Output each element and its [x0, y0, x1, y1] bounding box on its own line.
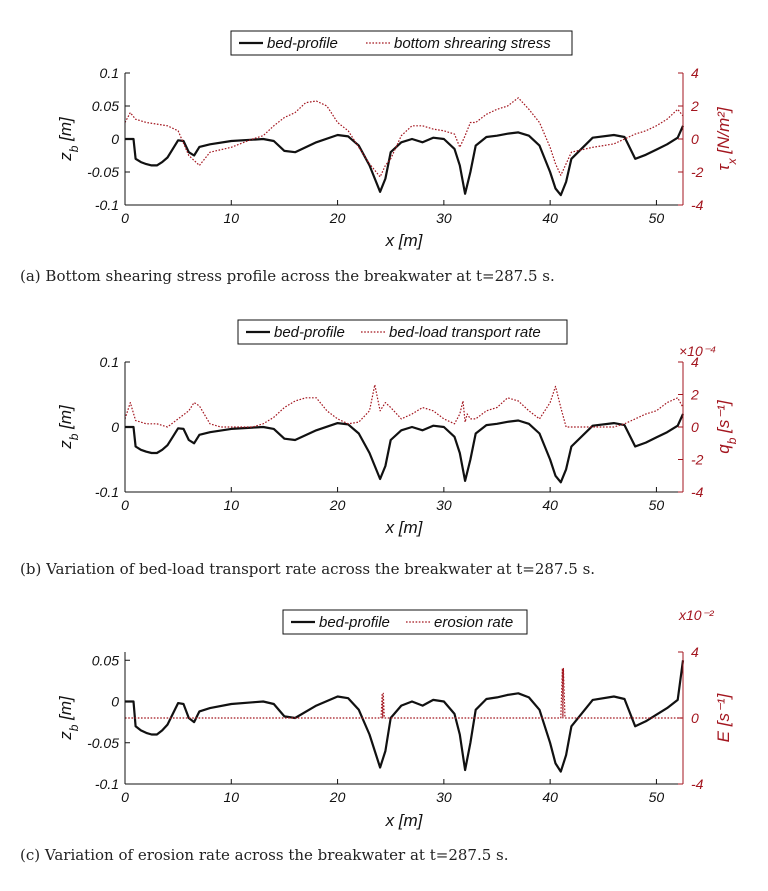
- x-axis-label: x [m]: [385, 518, 424, 537]
- y-left-tick-label: 0: [111, 131, 119, 147]
- x-tick-label: 10: [223, 497, 239, 513]
- y-left-tick-label: -0.05: [87, 735, 119, 751]
- x-tick-label: 30: [436, 789, 452, 805]
- y-left-tick-label: -0.1: [95, 484, 119, 500]
- y-left-tick-label: 0.1: [100, 354, 119, 370]
- x-tick-label: 30: [436, 497, 452, 513]
- y-right-tick-label: -2: [691, 164, 704, 180]
- x-axis-label: x [m]: [385, 811, 424, 830]
- x-tick-label: 30: [436, 210, 452, 226]
- y-right-tick-label: -4: [691, 776, 704, 792]
- y-left-tick-label: -0.1: [95, 197, 119, 213]
- bed-profile-line-2: [125, 413, 685, 484]
- legend-label-bed: bed-profile: [319, 614, 390, 631]
- x-tick-label: 40: [542, 210, 558, 226]
- legend-label-secondary: erosion rate: [434, 614, 513, 631]
- y-left-tick-label: 0: [111, 419, 119, 435]
- y-left-tick-label: -0.05: [87, 164, 119, 180]
- legend-label-bed: bed-profile: [267, 35, 338, 52]
- x-tick-label: 10: [223, 210, 239, 226]
- secondary-line-3: [125, 667, 683, 719]
- bed-profile-line-3: [125, 660, 685, 773]
- y-left-axis-label: zb [m]: [56, 116, 81, 162]
- y-right-tick-label: -4: [691, 197, 704, 213]
- y-left-tick-label: 0.1: [100, 65, 119, 81]
- legend-label-secondary: bottom shrearing stress: [394, 35, 551, 52]
- x-tick-label: 50: [649, 789, 665, 805]
- y-right-tick-label: 0: [691, 419, 699, 435]
- legend-label-bed: bed-profile: [274, 324, 345, 341]
- y-right-tick-label: -2: [691, 452, 704, 468]
- x-axis-label: x [m]: [385, 231, 424, 250]
- right-axis-exponent: x10⁻²: [678, 607, 715, 623]
- figure-caption: (b) Variation of bed-load transport rate…: [20, 560, 595, 578]
- y-right-tick-label: -4: [691, 484, 704, 500]
- legend-box: [282, 609, 528, 635]
- y-right-axis-label: τx [N/m²]: [714, 106, 739, 171]
- y-left-tick-label: -0.1: [95, 776, 119, 792]
- y-left-tick-label: 0.05: [92, 98, 119, 114]
- x-tick-label: 20: [329, 497, 346, 513]
- x-tick-label: 20: [329, 210, 346, 226]
- y-right-tick-label: 4: [691, 354, 699, 370]
- y-left-axis-label: zb [m]: [56, 404, 81, 450]
- x-tick-label: 0: [121, 497, 129, 513]
- legend: bed-profile bed-load transport rate: [237, 319, 568, 345]
- x-tick-label: 0: [121, 789, 129, 805]
- x-tick-label: 0: [121, 210, 129, 226]
- figure-caption: (c) Variation of erosion rate across the…: [20, 846, 509, 864]
- y-left-axis-label: zb [m]: [56, 695, 81, 741]
- x-tick-label: 10: [223, 789, 239, 805]
- legend: bed-profile bottom shrearing stress: [230, 30, 573, 56]
- figure-caption: (a) Bottom shearing stress profile acros…: [20, 267, 555, 285]
- x-tick-label: 20: [329, 789, 346, 805]
- x-tick-label: 40: [542, 789, 558, 805]
- y-right-tick-label: 0: [691, 131, 699, 147]
- legend: bed-profile erosion rate: [282, 609, 528, 635]
- y-right-axis-label: qb [s⁻¹]: [714, 399, 739, 454]
- y-right-tick-label: 0: [691, 710, 699, 726]
- y-right-tick-label: 2: [690, 98, 699, 114]
- y-right-tick-label: 4: [691, 644, 699, 660]
- y-right-tick-label: 2: [690, 387, 699, 403]
- x-tick-label: 50: [649, 497, 665, 513]
- y-left-tick-label: 0.05: [92, 652, 119, 668]
- bed-profile-line-1: [125, 125, 685, 197]
- secondary-line-2: [124, 384, 684, 428]
- y-left-tick-label: 0: [111, 694, 119, 710]
- x-tick-label: 50: [649, 210, 665, 226]
- legend-box: [237, 319, 568, 345]
- x-tick-label: 40: [542, 497, 558, 513]
- legend-label-secondary: bed-load transport rate: [389, 324, 541, 341]
- right-axis-exponent: ×10⁻⁴: [679, 343, 716, 359]
- legend-box: [230, 30, 573, 56]
- y-right-tick-label: 4: [691, 65, 699, 81]
- y-right-axis-label: E [s⁻¹]: [714, 692, 733, 742]
